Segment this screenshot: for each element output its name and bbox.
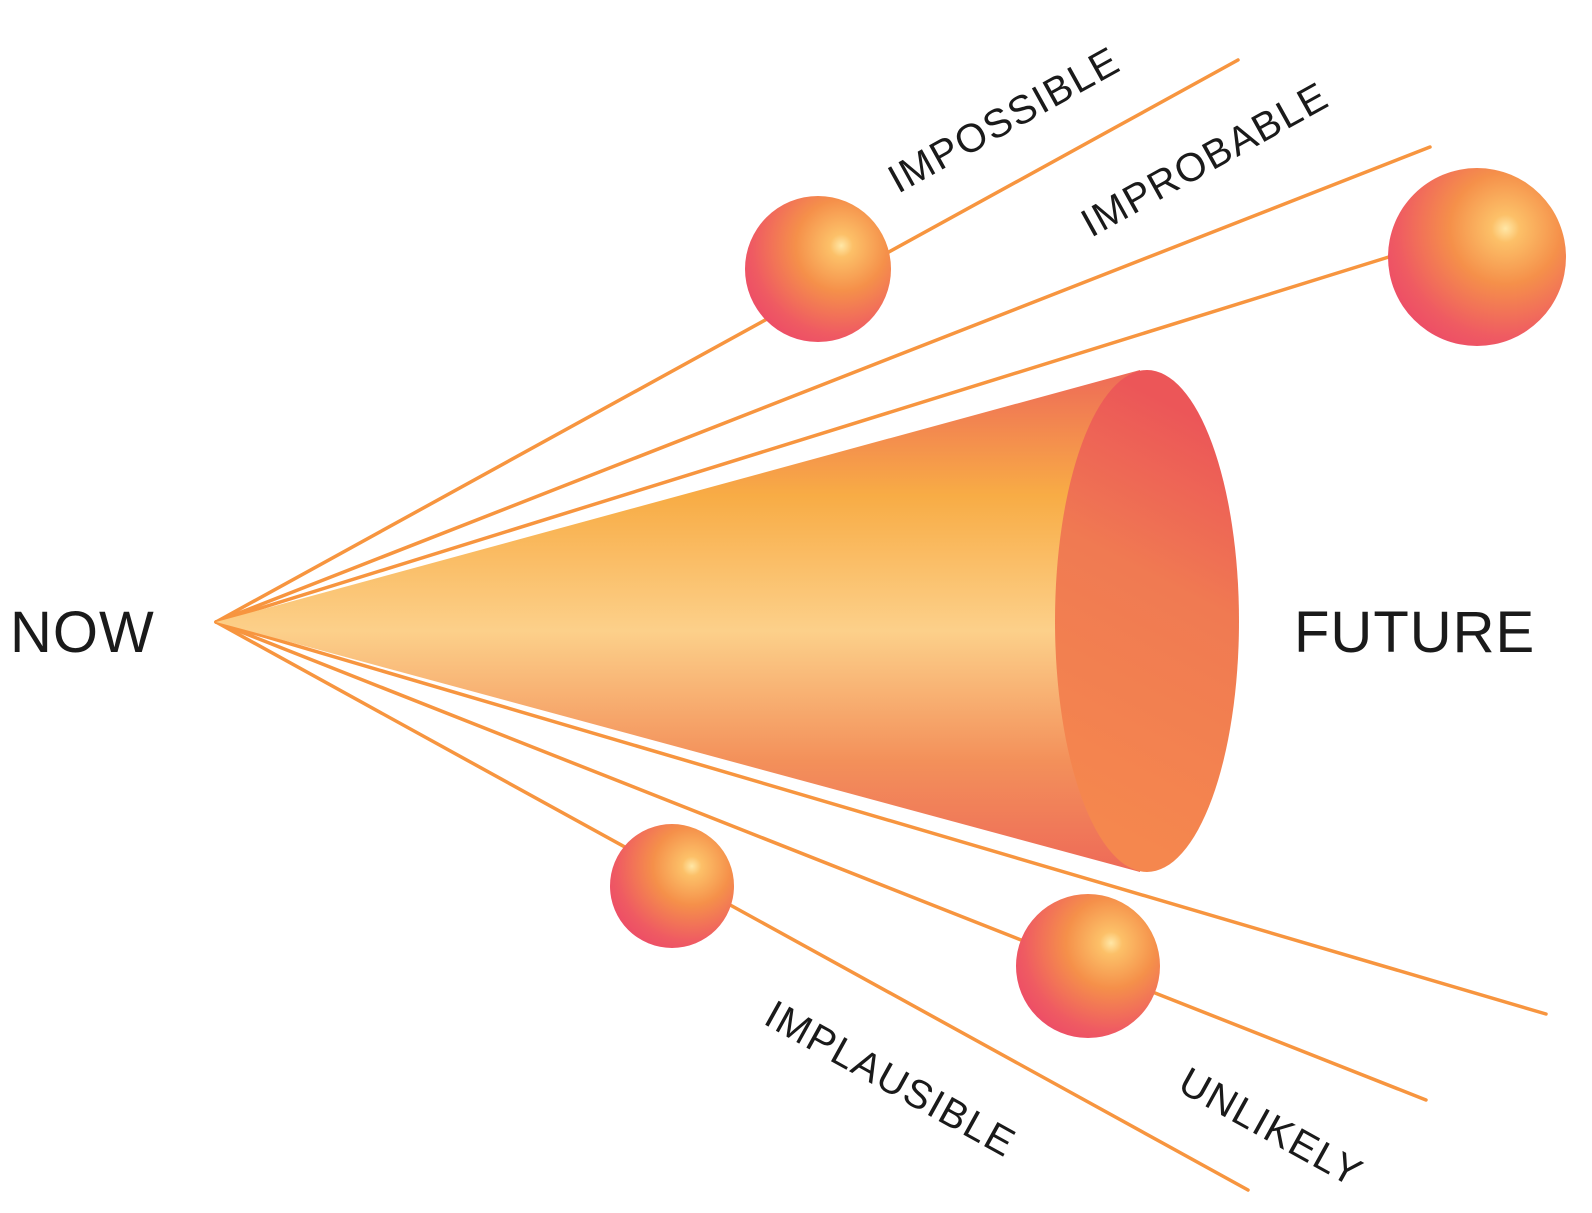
label-now: NOW xyxy=(10,600,155,665)
ray-upper-sphere xyxy=(214,254,1394,624)
future-spheres xyxy=(610,168,1566,1038)
ray-lower-long xyxy=(214,620,1548,1016)
sphere-unlikely xyxy=(1016,894,1160,1038)
cone-body xyxy=(216,370,1140,872)
label-future: FUTURE xyxy=(1294,600,1535,665)
ray-unlikely xyxy=(214,620,1428,1102)
sphere-impossible xyxy=(745,196,891,342)
ray-implausible xyxy=(214,620,1250,1192)
ray-lines xyxy=(214,58,1548,1192)
ray-improbable xyxy=(214,145,1432,624)
label-unlikely: UNLIKELY xyxy=(1172,1059,1370,1196)
label-improbable: IMPROBABLE xyxy=(1074,74,1336,246)
ray-impossible xyxy=(214,58,1240,624)
cone-base xyxy=(1055,370,1239,872)
sphere-implausible xyxy=(610,824,734,948)
probability-cone xyxy=(216,370,1239,872)
label-implausible: IMPLAUSIBLE xyxy=(758,992,1023,1166)
sphere-improbable xyxy=(1388,168,1566,346)
label-impossible: IMPOSSIBLE xyxy=(881,39,1127,202)
